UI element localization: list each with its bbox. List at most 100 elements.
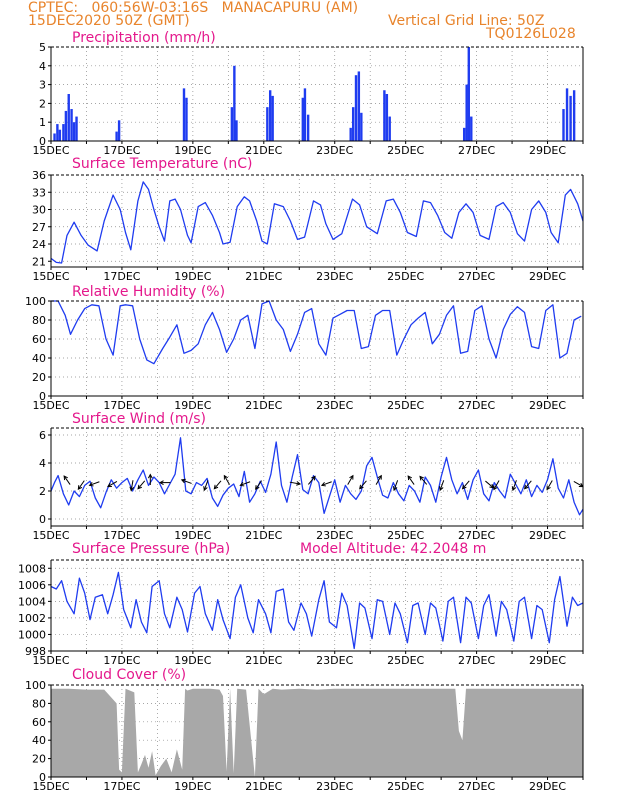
humidity-y-tick-label: 20 <box>32 371 46 384</box>
temperature-line <box>50 181 584 264</box>
temperature-x-tick-label: 15DEC <box>32 270 69 283</box>
precip-bar <box>301 97 305 141</box>
wind-x-tick-label: 19DEC <box>174 529 211 542</box>
pressure-x-tick-label: 25DEC <box>387 654 424 667</box>
precip-bar <box>357 71 361 141</box>
precip-bar <box>383 90 386 141</box>
precip-bar <box>470 116 473 141</box>
precip-y-tick-label: 1 <box>39 116 46 129</box>
precip-bar <box>182 88 186 141</box>
wind-arrow <box>347 474 354 485</box>
wind-title: Surface Wind (m/s) <box>72 411 206 427</box>
wind-x-tick-label: 25DEC <box>387 529 424 542</box>
temperature-x-tick-label: 21DEC <box>245 270 282 283</box>
precip-bar <box>465 84 468 141</box>
cloud-x-tick-label: 19DEC <box>174 780 211 793</box>
precip-bar <box>266 107 269 141</box>
cloud-x-tick-label: 25DEC <box>387 780 424 793</box>
pressure-x-tick-label: 15DEC <box>32 654 69 667</box>
temperature-y-tick-label: 33 <box>32 186 46 199</box>
precip-bar <box>351 107 355 141</box>
humidity-x-tick-label: 17DEC <box>103 399 140 412</box>
humidity-y-tick-label: 80 <box>32 314 46 327</box>
temperature-x-tick-label: 19DEC <box>174 270 211 283</box>
humidity-x-tick-label: 19DEC <box>174 399 211 412</box>
wind-arrow <box>461 480 470 490</box>
wind-arrow <box>147 473 153 485</box>
wind-arrow <box>203 480 209 492</box>
precip-x-tick-label: 17DEC <box>103 144 140 157</box>
precip-y-tick-label: 3 <box>39 79 46 92</box>
precip-bar <box>67 94 70 141</box>
wind-arrow <box>223 474 230 485</box>
precip-bar <box>303 88 307 141</box>
precip-bar <box>385 94 389 141</box>
precip-bar <box>62 124 65 141</box>
wind-arrow <box>88 481 100 487</box>
temperature-panel: 21 24 27 30 33 36 15DEC 17DEC 19DEC 21DEC 23DEC 25D… <box>32 156 584 283</box>
pressure-x-tick-label: 29DEC <box>529 654 566 667</box>
precip-bar <box>56 124 59 141</box>
cloud-x-tick-label: 23DEC <box>316 780 353 793</box>
humidity-x-tick-label: 15DEC <box>32 399 69 412</box>
vertical-grid-note: Vertical Grid Line: 50Z <box>388 13 545 29</box>
humidity-x-tick-label: 21DEC <box>245 399 282 412</box>
wind-arrow <box>239 481 251 487</box>
wind-arrow <box>485 480 495 489</box>
wind-arrow <box>158 480 171 485</box>
cloud-y-tick-label: 20 <box>32 753 46 766</box>
temperature-x-tick-label: 25DEC <box>387 270 424 283</box>
precip-bar <box>271 95 274 141</box>
pressure-x-tick-label: 23DEC <box>316 654 353 667</box>
wind-arrow <box>493 480 500 491</box>
wind-x-tick-label: 17DEC <box>103 529 140 542</box>
precip-bar <box>72 122 76 141</box>
wind-arrow <box>359 480 367 490</box>
precip-bar <box>117 120 121 141</box>
wind-arrow <box>289 481 302 486</box>
precip-y-tick-label: 0 <box>39 135 46 148</box>
pressure-panel: 998 1000 1002 1004 1006 1008 15DEC 17DEC 19DEC 21… <box>18 541 584 667</box>
temperature-y-tick-label: 24 <box>32 238 46 251</box>
precip-bar <box>462 127 466 141</box>
temperature-x-tick-label: 27DEC <box>458 270 495 283</box>
precip-bar <box>569 95 572 141</box>
humidity-x-tick-label: 27DEC <box>458 399 495 412</box>
precip-bar <box>185 97 188 141</box>
humidity-x-tick-label: 29DEC <box>529 399 566 412</box>
precip-bar <box>467 47 470 141</box>
wind-arrow <box>213 480 222 490</box>
temperature-y-tick-label: 21 <box>32 255 46 268</box>
humidity-x-tick-label: 23DEC <box>316 399 353 412</box>
pressure-y-tick-label: 998 <box>25 645 46 658</box>
wind-arrow <box>523 480 532 490</box>
pressure-annotation: Model Altitude: 42.2048 m <box>300 541 486 557</box>
cloud-title: Cloud Cover (%) <box>72 667 186 683</box>
precip-bar <box>388 116 391 141</box>
precip-bar <box>360 112 363 141</box>
wind-arrow <box>107 480 118 488</box>
temperature-x-tick-label: 17DEC <box>103 270 140 283</box>
pressure-y-tick-label: 1002 <box>18 612 46 625</box>
wind-arrow <box>180 478 192 484</box>
precip-bar <box>53 133 56 141</box>
cloud-x-tick-label: 27DEC <box>458 780 495 793</box>
wind-arrow <box>375 474 382 485</box>
cloud-panel: 0 20 40 60 80 100 15DEC 17DEC 19DEC 21DEC 23DEC 25D… <box>25 667 584 793</box>
precip-bar <box>70 109 73 141</box>
wind-arrow <box>419 475 428 485</box>
wind-arrow <box>573 480 584 488</box>
precip-y-tick-label: 4 <box>39 60 46 73</box>
cloud-x-tick-label: 15DEC <box>32 780 69 793</box>
wind-arrow <box>255 480 263 491</box>
humidity-title: Relative Humidity (%) <box>72 284 225 300</box>
precip-x-tick-label: 21DEC <box>245 144 282 157</box>
pressure-x-tick-label: 21DEC <box>245 654 282 667</box>
precip-x-tick-label: 19DEC <box>174 144 211 157</box>
precip-panel: 0 1 2 3 4 5 15DEC 17DEC 19DEC 21DEC 23DEC 25DEC 27DE… <box>32 30 584 157</box>
precip-bar <box>349 127 352 141</box>
product-code: TQ0126L028 <box>486 26 576 42</box>
wind-arrow <box>392 480 399 492</box>
wind-y-tick-label: 2 <box>39 485 46 498</box>
